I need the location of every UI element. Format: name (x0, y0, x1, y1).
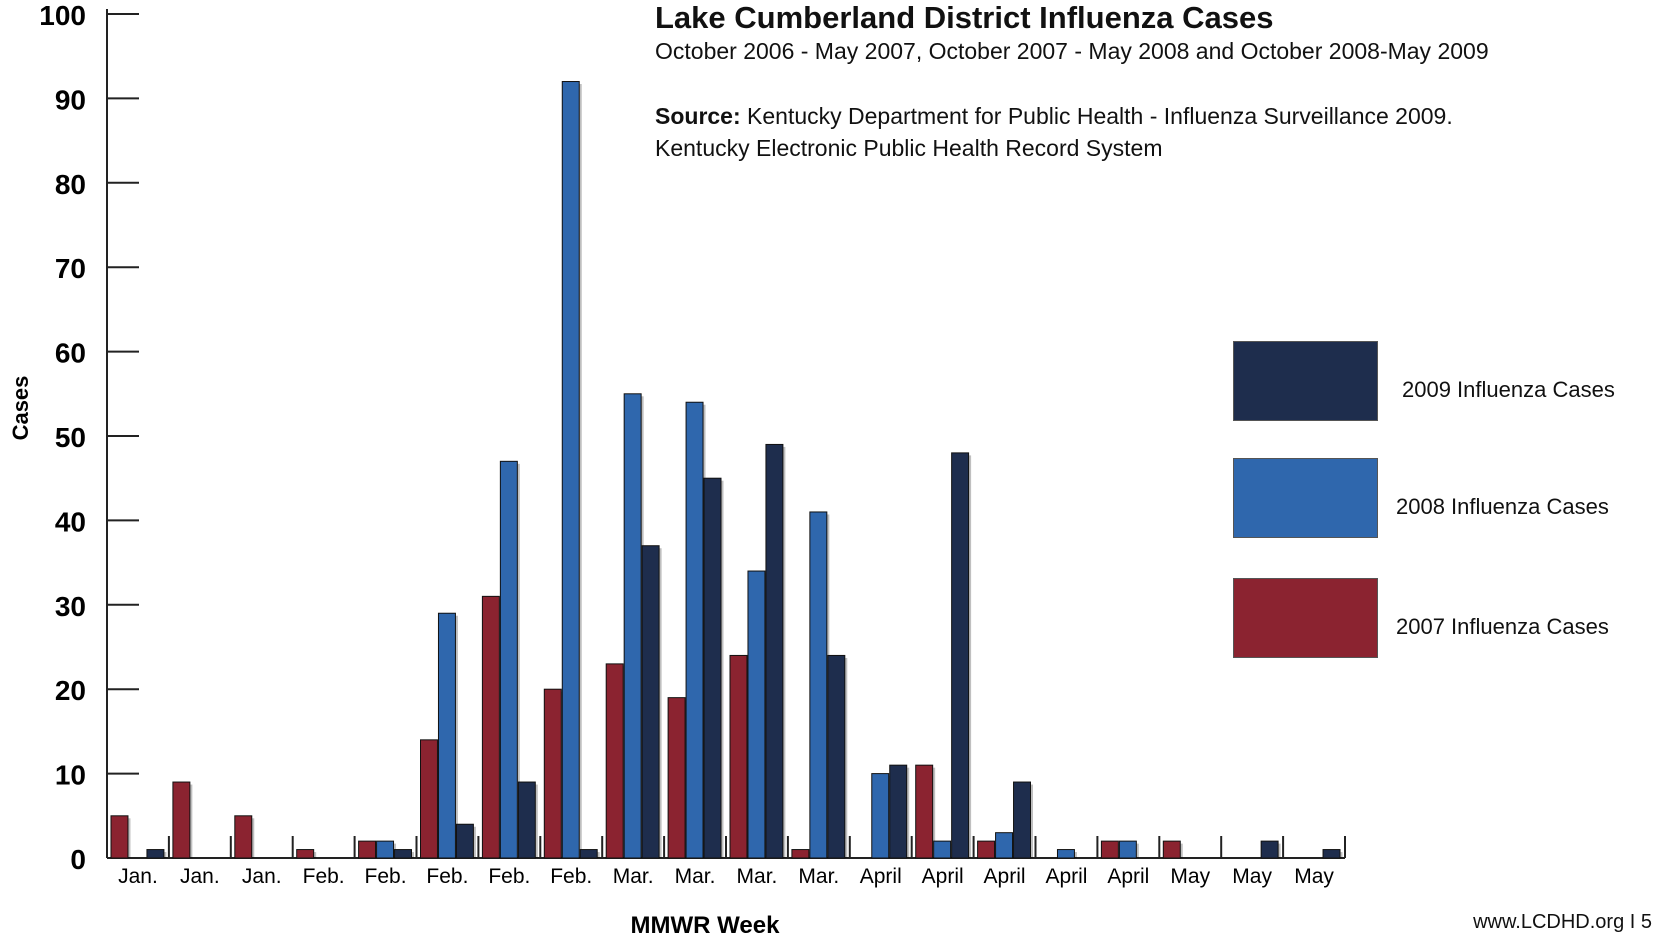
bar-2009-influenza-cases (703, 477, 722, 859)
bar-2008-influenza-cases (871, 773, 890, 859)
bar-2007-influenza-cases (977, 840, 996, 859)
bar-2009-influenza-cases (1013, 781, 1031, 859)
source-note: Source: Kentucky Department for Public H… (655, 100, 1453, 164)
bars-group (110, 81, 1343, 859)
bar-2007-influenza-cases (358, 840, 377, 859)
legend-swatch (1233, 458, 1378, 538)
legend-label: 2009 Influenza Cases (1402, 377, 1615, 402)
x-tick-label: Mar. (613, 865, 654, 888)
bar-2009-influenza-cases (827, 654, 846, 859)
bar-2009-influenza-cases (889, 764, 908, 859)
bar-2008-influenza-cases (685, 401, 704, 859)
bar-2009-influenza-cases (455, 823, 474, 859)
x-tick-label: Feb. (488, 865, 530, 888)
bar-2009-influenza-cases (951, 452, 970, 859)
y-tick-label: 10 (55, 760, 86, 791)
y-axis-label: Cases (8, 376, 33, 441)
y-tick-label: 80 (55, 169, 86, 200)
source-text-2: Kentucky Electronic Public Health Record… (655, 135, 1163, 161)
source-text: Kentucky Department for Public Health - … (747, 103, 1453, 129)
x-tick-label: Jan. (180, 865, 220, 888)
legend-swatch (1233, 341, 1378, 421)
y-tick-label: 40 (55, 506, 86, 537)
y-tick-label: 70 (55, 253, 86, 284)
bar-2007-influenza-cases (667, 697, 686, 859)
x-tick-label: Jan. (118, 865, 158, 888)
bar-2007-influenza-cases (543, 688, 562, 859)
x-tick-label: Mar. (675, 865, 716, 888)
bar-2007-influenza-cases (420, 739, 438, 859)
x-tick-label: April (1045, 865, 1087, 888)
x-tick-label: April (860, 865, 902, 888)
x-tick-label: May (1232, 865, 1272, 888)
bar-2008-influenza-cases (995, 832, 1014, 859)
x-tick-label: Jan. (242, 865, 282, 888)
y-tick-label: 30 (55, 591, 86, 622)
bar-2009-influenza-cases (1322, 849, 1341, 859)
bar-2007-influenza-cases (172, 781, 191, 859)
bar-2008-influenza-cases (623, 393, 642, 859)
x-tick-label: April (922, 865, 964, 888)
x-tick-label: April (1107, 865, 1149, 888)
chart-title: Lake Cumberland District Influenza Cases (655, 0, 1274, 35)
bar-2007-influenza-cases (481, 595, 500, 859)
bar-2008-influenza-cases (561, 81, 580, 859)
bar-2009-influenza-cases (1260, 840, 1279, 859)
x-tick-label: Feb. (303, 865, 345, 888)
y-tick-label: 100 (39, 0, 86, 31)
x-axis: Jan. Jan. Jan. Feb. Feb. Feb. Feb. Feb. Mar. Mar.… (106, 836, 1346, 888)
bar-2008-influenza-cases (499, 460, 518, 859)
source-label: Source: (655, 103, 741, 129)
x-tick-label: Feb. (365, 865, 407, 888)
y-tick-label: 0 (70, 844, 86, 875)
bar-2007-influenza-cases (1162, 840, 1181, 859)
bar-2009-influenza-cases (517, 781, 536, 859)
y-axis: 0 10 20 30 40 50 60 70 80 90 100 (39, 0, 139, 875)
bar-2007-influenza-cases (729, 654, 748, 859)
y-tick-label: 90 (55, 84, 86, 115)
bar-2009-influenza-cases (146, 849, 165, 859)
bar-2007-influenza-cases (234, 815, 253, 859)
legend-label: 2007 Influenza Cases (1396, 614, 1609, 639)
x-tick-label: May (1170, 865, 1210, 888)
bar-2008-influenza-cases (809, 511, 828, 859)
bar-2007-influenza-cases (110, 815, 129, 859)
legend-swatch (1233, 578, 1378, 658)
legend-label: 2008 Influenza Cases (1396, 494, 1609, 519)
bar-2009-influenza-cases (641, 545, 660, 859)
bar-2007-influenza-cases (296, 849, 315, 859)
chart-subtitle: October 2006 - May 2007, October 2007 - … (655, 38, 1489, 64)
x-tick-label: Mar. (798, 865, 839, 888)
y-tick-label: 60 (55, 338, 86, 369)
x-tick-label: May (1294, 865, 1334, 888)
bar-2008-influenza-cases (933, 840, 952, 859)
bar-2007-influenza-cases (791, 849, 810, 859)
x-tick-label: Feb. (550, 865, 592, 888)
bar-2008-influenza-cases (747, 570, 766, 859)
bar-2008-influenza-cases (437, 612, 456, 859)
bar-2008-influenza-cases (1056, 849, 1075, 859)
bar-2008-influenza-cases (376, 840, 395, 859)
y-tick-label: 50 (55, 422, 86, 453)
y-tick-label: 20 (55, 675, 86, 706)
bar-2007-influenza-cases (1100, 840, 1119, 859)
x-tick-label: April (984, 865, 1026, 888)
bar-2009-influenza-cases (394, 849, 412, 859)
bar-2009-influenza-cases (765, 443, 784, 859)
bar-2008-influenza-cases (1118, 840, 1137, 859)
footer-url: www.LCDHD.org I 5 (1473, 911, 1652, 933)
x-tick-label: Feb. (426, 865, 468, 888)
bar-2007-influenza-cases (915, 764, 934, 859)
bar-2007-influenza-cases (605, 663, 624, 859)
bar-2009-influenza-cases (579, 849, 598, 859)
x-tick-label: Mar. (737, 865, 778, 888)
x-axis-label: MMWR Week (631, 912, 781, 938)
